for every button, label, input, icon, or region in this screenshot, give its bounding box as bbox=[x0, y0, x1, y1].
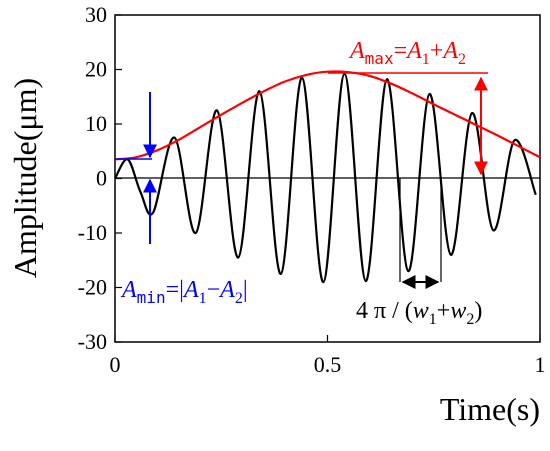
y-tick-labels: -30 -20 -10 0 10 20 30 bbox=[78, 2, 107, 354]
period-label: 4 π / (w1+w2) bbox=[356, 298, 482, 328]
x-axis-title: Time(s) bbox=[440, 391, 540, 427]
series-layer bbox=[114, 70, 541, 284]
y-tick-label: 20 bbox=[85, 57, 107, 82]
y-tick-label: 10 bbox=[85, 111, 107, 136]
y-axis-title: Amplitude(μm) bbox=[7, 78, 43, 278]
amin-label: Amin=|A1−A2| bbox=[120, 277, 248, 307]
amax-label: Amax=A1+A2 bbox=[348, 38, 466, 68]
y-tick-label: 30 bbox=[85, 2, 107, 27]
x-tick-labels: 0 0.5 1 bbox=[110, 352, 546, 377]
x-tick-label: 1 bbox=[535, 352, 546, 377]
envelope-line bbox=[114, 70, 541, 161]
y-tick-label: -10 bbox=[78, 220, 107, 245]
y-tick-label: -30 bbox=[78, 329, 107, 354]
y-tick-label: -20 bbox=[78, 275, 107, 300]
x-tick-label: 0 bbox=[110, 352, 121, 377]
signal-line bbox=[114, 72, 537, 284]
x-tick-label: 0.5 bbox=[314, 352, 342, 377]
y-tick-label: 0 bbox=[96, 166, 107, 191]
